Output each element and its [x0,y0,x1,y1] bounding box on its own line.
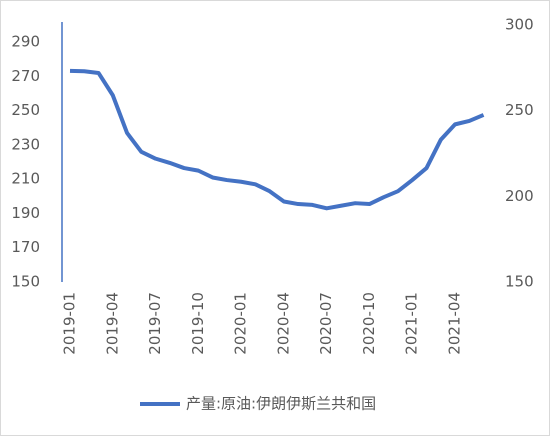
y-tick-label: 290 [11,33,40,51]
y-tick-label: 230 [11,135,40,153]
x-tick-label: 2020-07 [317,292,335,355]
x-tick-label: 2019-07 [146,292,164,355]
y-tick-label: 250 [11,101,40,119]
y2-tick-label: 200 [505,187,534,205]
x-tick-label: 2019-04 [103,292,121,355]
x-tick-label: 2019-01 [61,292,79,355]
y-tick-label: 210 [11,170,40,188]
legend-label: 产量:原油:伊朗伊斯兰共和国 [186,395,376,413]
y2-tick-label: 300 [505,16,534,34]
y2-tick-label: 150 [505,273,534,291]
y-tick-label: 170 [11,238,40,256]
x-tick-label: 2020-10 [360,292,378,355]
x-tick-label: 2020-04 [274,292,292,355]
y-tick-label: 150 [11,273,40,291]
line-series [69,68,485,211]
y2-tick-label: 250 [505,101,534,119]
x-tick-label: 2020-01 [232,292,250,355]
x-tick-label: 2019-10 [189,292,207,355]
y-tick-label: 190 [11,204,40,222]
x-tick-label: 2021-01 [403,292,421,355]
y-tick-label: 270 [11,67,40,85]
x-tick-label: 2021-04 [446,292,464,355]
